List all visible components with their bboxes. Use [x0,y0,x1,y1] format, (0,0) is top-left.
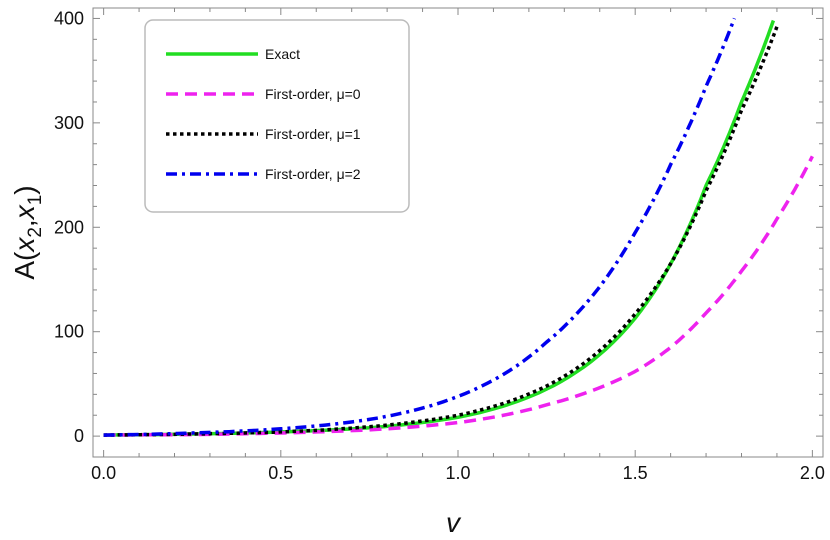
x-tick-label: 0.0 [91,463,116,483]
x-tick-label: 0.5 [268,463,293,483]
y-axis-label-group: A(x2,x1) [9,185,46,279]
legend-box [144,19,410,213]
y-axis-label: A(x2,x1) [9,185,46,279]
axes-group: 0.0 0.5 1.0 1.5 2.0 0 100 200 300 400 v A(x2,x1) [9,7,825,538]
x-tick-label: 1.5 [623,463,648,483]
y-tick-label: 100 [54,322,84,342]
series-line-3 [103,17,737,437]
y-tick-label: 400 [54,8,84,28]
series-line-2 [103,26,779,437]
legend-label-1: First-order, μ=0 [265,86,361,102]
legend-label-2: First-order, μ=1 [265,126,361,142]
y-tick-label: 300 [54,113,84,133]
x-tick-label: 1.0 [445,463,470,483]
legend-label-0: Exact [265,46,300,62]
legend: Exact First-order, μ=0 First-order, μ=1 Fir… [144,19,410,213]
x-axis-label: v [446,507,462,538]
y-tick-label: 200 [54,217,84,237]
series-layer [103,17,814,437]
x-tick-label: 2.0 [800,463,825,483]
legend-label-3: First-order, μ=2 [265,166,361,182]
y-tick-label: 0 [74,426,84,446]
